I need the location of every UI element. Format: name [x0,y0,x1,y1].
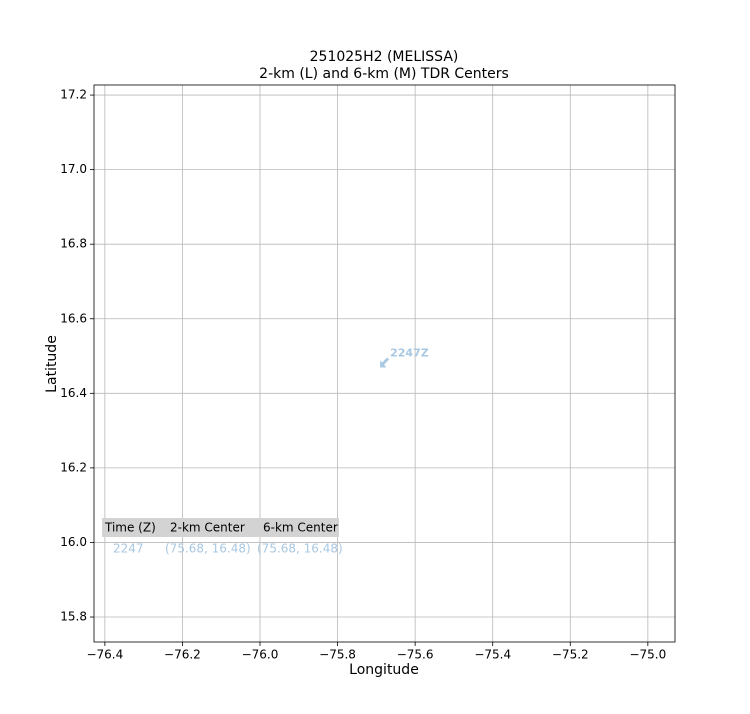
table-header: 2-km Center [170,521,245,535]
table-cell: 2247 [113,542,144,556]
x-tick-label: −76.2 [164,648,201,662]
table-cell: (75.68, 16.48) [257,542,343,556]
table-header: Time (Z) [104,521,156,535]
y-tick-label: 17.2 [60,88,87,102]
x-tick-label: −75.4 [474,648,511,662]
y-axis-label: Latitude [44,335,60,393]
table-header-bg [102,518,339,537]
x-tick-label: −75.8 [319,648,356,662]
plot-frame [93,84,676,643]
x-axis-label: Longitude [349,662,419,678]
y-tick-label: 15.8 [60,610,87,624]
y-tick-label: 16.8 [60,237,87,251]
y-tick-label: 16.0 [60,535,87,549]
y-tick-label: 16.4 [60,386,87,400]
table-cell: (75.68, 16.48) [165,542,251,556]
x-tick-label: −75.6 [397,648,434,662]
x-tick-label: −75.0 [629,648,666,662]
y-tick-label: 16.2 [60,460,87,474]
chart-subtitle: 2-km (L) and 6-km (M) TDR Centers [259,66,509,82]
point-label: 2247Z [390,347,429,360]
x-tick-label: −76.4 [86,648,123,662]
table-header: 6-km Center [263,521,338,535]
center-marker [380,357,390,368]
x-tick-label: −76.0 [242,648,279,662]
x-tick-label: −75.2 [552,648,589,662]
y-tick-label: 17.0 [60,162,87,176]
y-tick-label: 16.6 [60,311,87,325]
chart-title: 251025H2 (MELISSA) [310,49,459,65]
